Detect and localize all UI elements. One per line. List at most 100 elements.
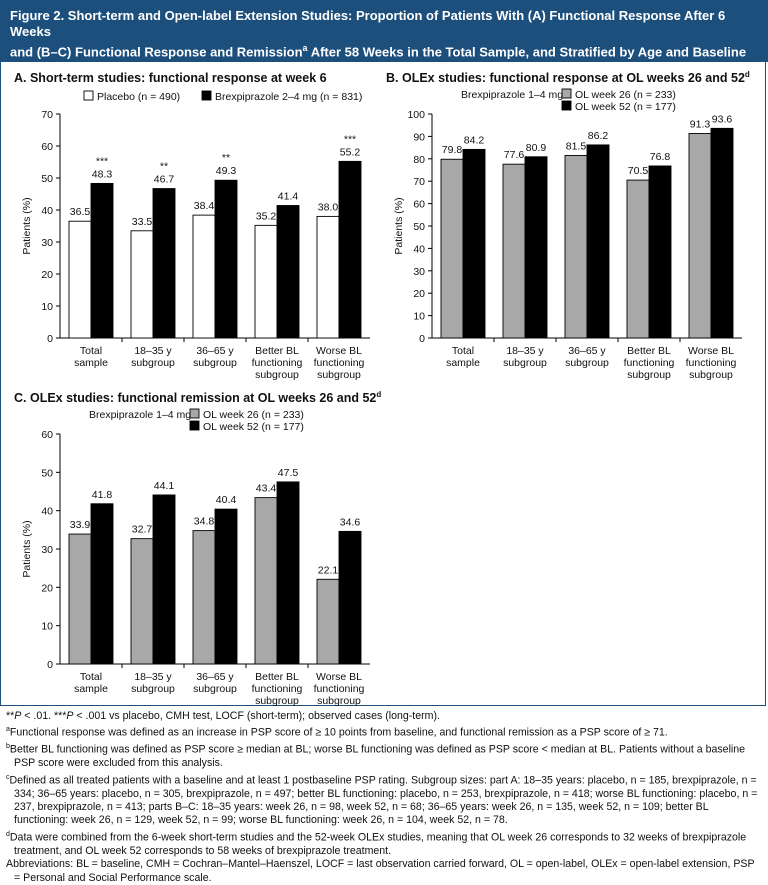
data-label: 41.8: [92, 489, 113, 501]
data-label: 43.4: [256, 483, 277, 495]
data-label: 49.3: [216, 165, 237, 177]
category-label: functioning: [624, 357, 675, 369]
y-tick-label: 0: [47, 659, 53, 671]
bar-series-1: [68, 533, 92, 665]
footnote-c-text: Defined as all treated patients with a b…: [9, 774, 758, 827]
category-label: Total: [452, 345, 474, 357]
bar-series-2: [338, 530, 362, 665]
category-label: 18–35 y: [134, 671, 172, 683]
data-label: 76.8: [650, 151, 671, 163]
data-label: 55.2: [340, 146, 361, 158]
footnote-text: **: [6, 710, 15, 722]
category-label: subgroup: [193, 683, 237, 695]
footnote-c: cDefined as all treated patients with a …: [6, 771, 762, 828]
y-tick-label: 0: [47, 333, 53, 345]
legend-label: OL week 26 (n = 233): [203, 409, 304, 421]
title-text: and (B–C) Functional Response and Remiss…: [10, 44, 303, 60]
bar-series-1: [316, 215, 340, 339]
bar-series-2: [586, 144, 610, 339]
bar-series-1: [254, 497, 278, 665]
figure-title-line-2: and (B–C) Functional Response and Remiss…: [10, 40, 758, 60]
footnote-a: aFunctional response was defined as an i…: [6, 723, 762, 740]
significance-marker: **: [222, 152, 230, 164]
data-label: 38.0: [318, 201, 339, 213]
data-label: 80.9: [526, 142, 547, 154]
footnote-a-marker: a: [6, 726, 10, 734]
data-label: 36.5: [70, 206, 91, 218]
legend-label: OL week 26 (n = 233): [575, 89, 676, 101]
data-label: 48.3: [92, 168, 113, 180]
category-label: Total: [80, 345, 102, 357]
title-text: Functioning: [10, 64, 85, 80]
bar-series-2: [462, 148, 486, 339]
title-text: (Efficacy Sample: [89, 64, 198, 80]
panel-a-title-text: A. Short-term studies: functional respon…: [14, 71, 327, 86]
category-label: subgroup: [317, 695, 361, 707]
data-label: 41.4: [278, 191, 299, 203]
legend-swatch: [189, 408, 200, 419]
bar-series-2: [710, 127, 734, 339]
legend-label: Placebo (n = 490): [97, 91, 180, 103]
title-sup-a: a: [302, 43, 308, 53]
y-tick-label: 20: [41, 582, 53, 594]
y-tick-label: 10: [41, 301, 53, 313]
data-label: 86.2: [588, 130, 609, 142]
data-label: 33.5: [132, 216, 153, 228]
y-axis-label: Patients (%): [393, 197, 405, 254]
y-tick-label: 60: [41, 429, 53, 441]
category-label: subgroup: [317, 369, 361, 381]
y-tick-label: 40: [413, 243, 425, 255]
footnote-b-marker: b: [6, 743, 10, 751]
bar-series-2: [90, 182, 114, 339]
y-tick-label: 0: [419, 333, 425, 345]
data-label: 47.5: [278, 467, 299, 479]
category-label: 36–65 y: [568, 345, 606, 357]
bar-series-2: [152, 494, 176, 665]
panel-c-chart: 0 10 20 30 40 50 60 Patients (%) 33.9 41.8 Totalsa…: [21, 408, 370, 707]
title-text: ): [202, 64, 207, 80]
significance-marker: **: [160, 161, 168, 173]
data-label: 34.8: [194, 516, 215, 528]
figure-title: Figure 2. Short-term and Open-label Exte…: [0, 0, 768, 80]
y-tick-label: 100: [407, 109, 425, 121]
y-tick-label: 20: [413, 288, 425, 300]
category-label: Worse BL: [316, 345, 362, 357]
bar-series-1: [68, 220, 92, 339]
bar-series-2: [214, 508, 238, 665]
category-label: subgroup: [565, 357, 609, 369]
bar-series-1: [316, 578, 340, 665]
category-label: subgroup: [627, 369, 671, 381]
bar-series-2: [214, 179, 238, 339]
footnote-text: < .001 vs placebo, CMH test, LOCF (short…: [73, 710, 440, 722]
category-label: functioning: [252, 683, 303, 695]
footnote-a-text: Functional response was defined as an in…: [9, 726, 668, 739]
data-label: 84.2: [464, 134, 485, 146]
y-tick-label: 50: [41, 173, 53, 185]
footnote-b-text: Better BL functioning was defined as PSP…: [9, 743, 746, 770]
y-tick-label: 30: [41, 237, 53, 249]
panel-b-title: B. OLEx studies: functional response at …: [386, 70, 750, 85]
category-label: functioning: [314, 683, 365, 695]
category-label: subgroup: [193, 357, 237, 369]
y-tick-label: 50: [413, 221, 425, 233]
y-tick-label: 60: [413, 199, 425, 211]
bar-series-1: [502, 163, 526, 339]
y-axis-label: Patients (%): [21, 197, 33, 254]
legend-swatch: [189, 420, 200, 431]
panel-c-title-text: C. OLEx studies: functional remission at…: [14, 391, 377, 406]
y-tick-label: 50: [41, 467, 53, 479]
category-label: subgroup: [255, 695, 299, 707]
category-label: subgroup: [503, 357, 547, 369]
figure-title-line-3: Functioningb (Efficacy Samplec): [10, 60, 758, 80]
y-tick-label: 20: [41, 269, 53, 281]
y-tick-label: 70: [413, 176, 425, 188]
data-label: 34.6: [340, 516, 361, 528]
legend-title: Brexpiprazole 1–4 mg: [89, 409, 191, 421]
data-label: 79.8: [442, 144, 463, 156]
legend-label: OL week 52 (n = 177): [575, 101, 676, 113]
y-tick-label: 40: [41, 506, 53, 518]
panel-c-title: C. OLEx studies: functional remission at…: [14, 390, 381, 405]
title-text: After 58 Weeks in the Total Sample, and …: [307, 44, 747, 60]
data-label: 70.5: [628, 165, 649, 177]
bar-series-1: [688, 133, 712, 339]
